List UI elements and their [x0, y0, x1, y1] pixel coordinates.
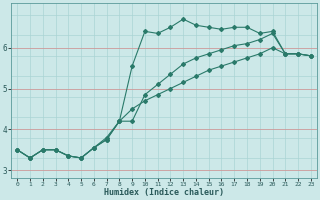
X-axis label: Humidex (Indice chaleur): Humidex (Indice chaleur)	[104, 188, 224, 197]
